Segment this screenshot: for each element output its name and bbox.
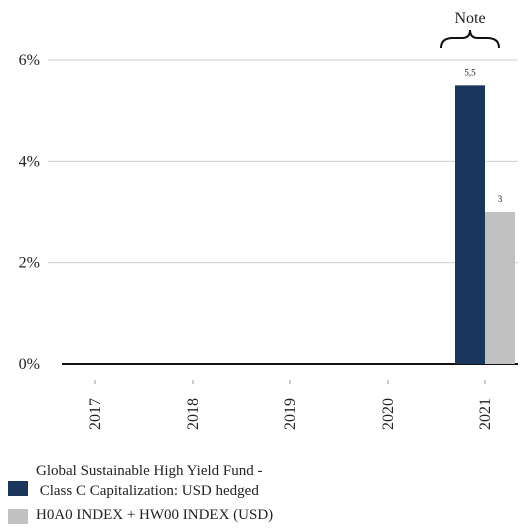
bars: [455, 85, 515, 364]
y-tick-label: 6%: [19, 52, 40, 69]
legend: Global Sustainable High Yield Fund - Cla…: [8, 461, 508, 529]
legend-label-index: H0A0 INDEX + HW00 INDEX (USD): [36, 507, 274, 523]
x-tick-label: 2018: [185, 398, 202, 430]
bar-2021-series-2: [485, 212, 515, 364]
y-tick-label: 0%: [19, 356, 40, 373]
note-brace-icon: [440, 29, 500, 49]
y-tick-label: 2%: [19, 255, 40, 272]
data-labels: 5,53: [464, 67, 502, 204]
data-label: 5,5: [464, 67, 476, 77]
x-tick-label: 2020: [380, 398, 397, 430]
note-annotation: Note: [440, 10, 500, 49]
gridlines: [48, 59, 518, 365]
legend-label-fund-line2: Class C Capitalization: USD hedged: [39, 483, 259, 499]
legend-swatch-fund: [8, 481, 28, 496]
legend-item-index: H0A0 INDEX + HW00 INDEX (USD): [8, 505, 508, 525]
x-axis-tick-labels: 2017 2018 2019 2020 2021: [87, 380, 494, 430]
y-tick-label: 4%: [19, 153, 40, 170]
legend-item-fund: Global Sustainable High Yield Fund - Cla…: [8, 461, 508, 501]
x-tick-label: 2017: [87, 398, 104, 430]
legend-swatch-index: [8, 509, 28, 524]
y-axis-tick-labels: 0% 2% 4% 6%: [19, 52, 40, 373]
legend-label-fund-line1: Global Sustainable High Yield Fund -: [36, 463, 263, 479]
legend-label-fund: Global Sustainable High Yield Fund - Cla…: [36, 461, 263, 501]
note-text: Note: [454, 10, 485, 27]
bar-2021-series-1: [455, 85, 485, 364]
x-tick-label: 2019: [282, 398, 299, 430]
data-label: 3: [498, 194, 503, 204]
bar-chart: 0%2%4%6% 5,53 2017 2018 2019 2020 2021 Note: [19, 10, 518, 430]
x-tick-label: 2021: [477, 398, 494, 430]
